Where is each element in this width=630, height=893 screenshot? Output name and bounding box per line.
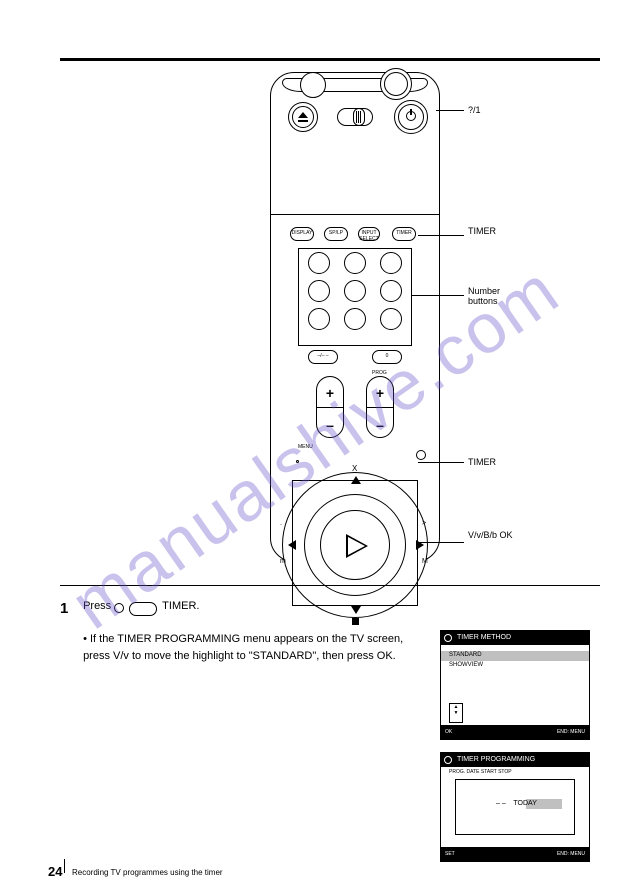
eject-icon [298,112,308,118]
key-2 [344,252,366,274]
prog-label: PROG [372,370,387,376]
osd2-popup: – – TODAY [455,779,575,835]
osd1-row-showview: SHOWVIEW [449,661,581,671]
timer-pill-inline [129,602,157,616]
next-icon: > [422,520,426,527]
step-1: 1 Press TIMER. • If the TIMER PROGRAMMIN… [60,598,420,664]
splp-button: SP/LP [324,227,348,241]
osd2-title: TIMER PROGRAMMING [441,753,589,767]
osd1-footer: OK END: MENU [441,725,589,739]
page-number: 24 [48,864,62,879]
key-8 [344,308,366,330]
leader-power [436,110,464,111]
leader-timer-pill [418,235,464,236]
callout-number-buttons: Number buttons [468,286,528,306]
menu-label: MENU [298,444,313,450]
clock-icon [416,450,426,460]
osd-clock-icon [444,634,452,642]
step-number: 1 [60,598,80,621]
prev-icon: . [280,520,282,527]
key-7 [308,308,330,330]
leader-number-buttons [412,295,464,296]
leader-nav [418,542,464,543]
key-6 [380,280,402,302]
section-rule [60,585,600,586]
osd-clock-icon-2 [444,756,452,764]
osd2-header-cols: PROG. DATE START STOP [441,767,589,777]
display-button: DISPLAY [290,227,314,241]
osd-timer-programming: TIMER PROGRAMMING PROG. DATE START STOP … [440,752,590,862]
step-text: Press TIMER. • If the TIMER PROGRAMMING … [83,598,413,664]
remote-control-diagram: ?/1 DISPLAY SP/LP INPUT SELECT TIMER –/–… [270,72,440,562]
timer-button [384,72,408,96]
page-footer: 24 [48,864,62,879]
input-select-button: INPUT SELECT [358,227,380,241]
dash-button: –/– – [308,350,338,364]
remote-divider [271,214,439,215]
clock-inline-icon [114,603,124,613]
top-rule [60,58,600,61]
callout-power: ?/1 [468,105,481,115]
function-pill-row: DISPLAY SP/LP INPUT SELECT TIMER [270,227,440,247]
timer-pill-button: TIMER [392,227,416,241]
command-mode-grip [356,111,362,123]
eject-icon-bar [298,120,308,122]
osd1-row-standard: STANDARD [441,651,589,661]
callout-timer-pill: TIMER [468,226,496,236]
keypad-bottom-row: –/– – 0 [270,350,440,370]
footer-rule [64,859,65,873]
osd2-footer: SET END: MENU [441,847,589,861]
osd-timer-method: TIMER METHOD STANDARD SHOWVIEW ▲▼ OK END… [440,630,590,740]
key-9 [380,308,402,330]
arrow-left-icon [288,540,296,550]
key-3 [380,252,402,274]
power-icon [406,111,416,121]
leader-timer-btn [418,462,464,463]
rew-icon: m [280,558,286,565]
callout-nav: V/v/B/b OK [468,530,528,540]
pause-icon: X [352,464,358,473]
ff-icon: M [422,558,428,565]
remote-top-row: ?/1 [270,98,440,146]
prog-rocker: + – [366,376,394,438]
footer-text: Recording TV programmes using the timer [72,868,223,877]
osd2-item: – – TODAY [496,800,537,807]
volume-rocker: + – [316,376,344,438]
arrow-up-icon [351,476,361,484]
osd1-title: TIMER METHOD [441,631,589,645]
zero-button: 0 [372,350,402,364]
key-5 [344,280,366,302]
key-1 [308,252,330,274]
osd1-body: STANDARD SHOWVIEW [441,645,589,676]
key-4 [308,280,330,302]
callout-timer-btn: TIMER [468,457,496,467]
play-icon [346,534,368,558]
osd1-arrows: ▲▼ [449,703,463,723]
menu-button [300,72,326,98]
